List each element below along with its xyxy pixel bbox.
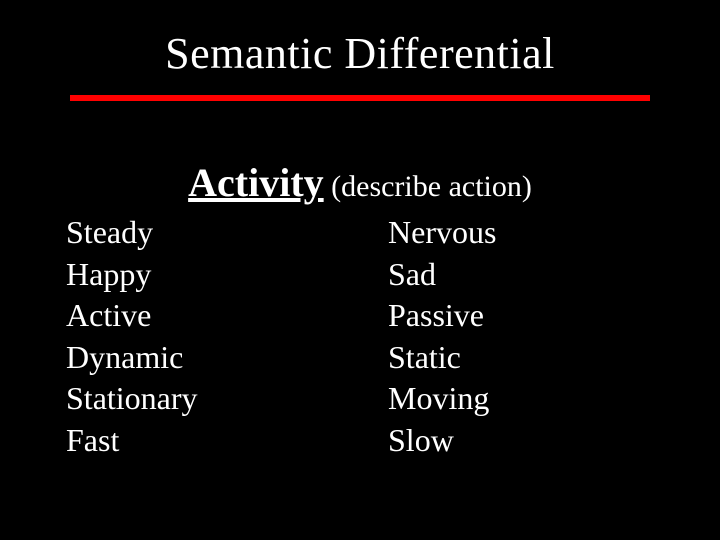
slide: Semantic Differential Activity (describe…: [0, 0, 720, 540]
list-item: Static: [388, 337, 660, 379]
word-pairs: Steady Happy Active Dynamic Stationary F…: [60, 212, 660, 462]
right-column: Nervous Sad Passive Static Moving Slow: [338, 212, 660, 462]
list-item: Active: [66, 295, 338, 337]
list-item: Happy: [66, 254, 338, 296]
list-item: Slow: [388, 420, 660, 462]
list-item: Steady: [66, 212, 338, 254]
list-item: Stationary: [66, 378, 338, 420]
title-underline-rule: [70, 95, 650, 101]
subtitle: Activity (describe action): [0, 159, 720, 206]
list-item: Fast: [66, 420, 338, 462]
list-item: Moving: [388, 378, 660, 420]
list-item: Dynamic: [66, 337, 338, 379]
list-item: Passive: [388, 295, 660, 337]
list-item: Sad: [388, 254, 660, 296]
left-column: Steady Happy Active Dynamic Stationary F…: [60, 212, 338, 462]
slide-title: Semantic Differential: [0, 0, 720, 85]
subtitle-paren: (describe action): [331, 170, 532, 203]
list-item: Nervous: [388, 212, 660, 254]
subtitle-main: Activity: [188, 160, 324, 205]
